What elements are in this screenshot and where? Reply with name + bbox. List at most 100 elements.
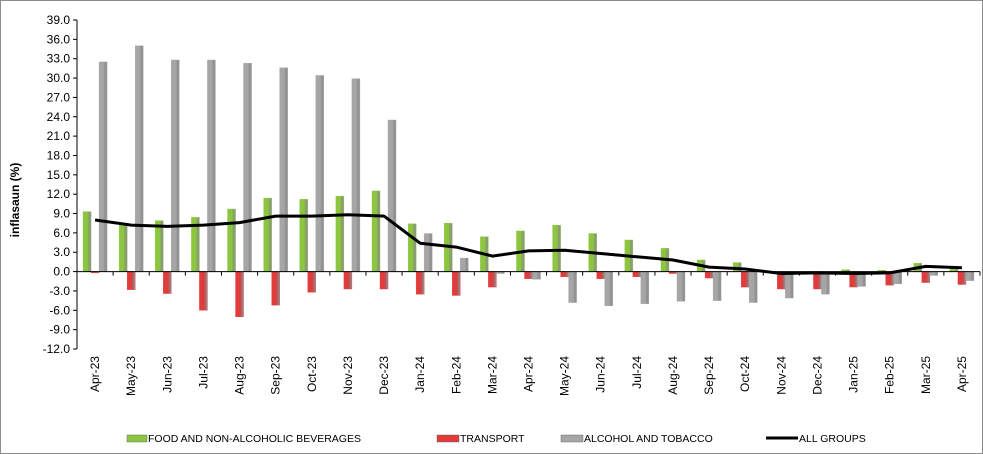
y-tick-label: 24.0 <box>47 110 71 124</box>
bar-transportapr-25 <box>957 271 967 285</box>
y-tick-label: 12.0 <box>47 187 71 201</box>
bar-transportaug-23 <box>235 271 244 317</box>
y-tick-label: -3.0 <box>49 284 70 298</box>
bar-transportmar-25 <box>921 271 931 283</box>
legend-label: FOOD AND NON-ALCOHOLIC BEVERAGES <box>148 433 361 445</box>
bar-alcohol-and-tobaccoaug-24 <box>676 271 686 302</box>
legend-label: ALL GROUPS <box>799 433 866 445</box>
x-tick-label: Feb-25 <box>883 356 897 394</box>
bar-alcohol-and-tobaccojul-24 <box>640 271 650 305</box>
bar-transportjan-24 <box>415 271 425 295</box>
legend-label: ALCOHOL AND TOBACCO <box>584 433 713 445</box>
bar-alcohol-and-tobaccomay-24 <box>568 271 577 303</box>
ticks-layer: -12.0 -9.0 -6.0 -3.0 0.0 3.0 6.0 9.0 12.0 15.0 18.… <box>43 13 969 396</box>
bar-food-and-non-alcoholic-beveragesmay-23 <box>118 224 128 272</box>
bar-transportjul-24 <box>632 271 642 277</box>
x-tick-label: Apr-23 <box>88 356 102 392</box>
bar-transportjun-24 <box>596 271 605 279</box>
line-layer <box>94 213 962 275</box>
x-tick-label: Sep-24 <box>702 356 716 395</box>
bar-transportoct-23 <box>307 271 316 293</box>
bar-transportsep-24 <box>704 271 714 279</box>
bar-transportsep-23 <box>271 271 280 306</box>
bar-alcohol-and-tobaccoaug-23 <box>243 63 252 272</box>
bar-alcohol-and-tobaccojun-23 <box>171 59 180 272</box>
bar-food-and-non-alcoholic-beveragesjun-23 <box>155 220 164 272</box>
x-tick-label: Jul-24 <box>630 356 644 389</box>
bar-alcohol-and-tobaccojan-24 <box>423 233 433 272</box>
y-tick-label: 30.0 <box>47 71 71 85</box>
y-tick-label: 39.0 <box>47 13 71 27</box>
x-tick-label: Mar-24 <box>485 356 499 394</box>
bar-transportmar-24 <box>488 271 497 288</box>
x-tick-label: Aug-24 <box>666 356 680 395</box>
bar-food-and-non-alcoholic-beveragesapr-23 <box>82 211 92 272</box>
bar-transportmay-23 <box>126 271 136 290</box>
y-tick-label: -6.0 <box>49 303 70 317</box>
bar-food-and-non-alcoholic-beveragesjan-24 <box>407 223 417 272</box>
x-tick-label: Jun-23 <box>160 356 174 393</box>
bar-food-and-non-alcoholic-beveragessep-23 <box>263 197 272 272</box>
x-tick-label: May-24 <box>558 356 572 396</box>
x-tick-label: Aug-23 <box>233 356 247 395</box>
legend-swatch <box>436 434 460 443</box>
bar-transportmay-24 <box>560 271 569 277</box>
bar-alcohol-and-tobaccofeb-24 <box>460 257 469 272</box>
bar-food-and-non-alcoholic-beveragesaug-23 <box>227 208 236 272</box>
y-axis-label: inflasaun (%) <box>8 163 22 238</box>
y-tick-label: 36.0 <box>47 32 71 46</box>
bar-alcohol-and-tobaccosep-23 <box>279 67 288 272</box>
x-tick-label: Nov-23 <box>341 356 355 395</box>
bar-food-and-non-alcoholic-beveragesoct-23 <box>299 199 308 272</box>
bar-alcohol-and-tobaccodec-23 <box>387 119 397 272</box>
x-tick-label: Jul-23 <box>196 356 210 389</box>
legend-swatch <box>560 434 584 443</box>
x-tick-label: Jun-24 <box>594 356 608 393</box>
bar-alcohol-and-tobaccooct-23 <box>315 75 324 272</box>
series-line-all-groups <box>94 213 962 275</box>
bar-transportdec-23 <box>379 271 389 290</box>
bars-layer <box>82 45 975 317</box>
bar-transportoct-24 <box>741 271 750 288</box>
bar-alcohol-and-tobaccosep-24 <box>712 271 722 301</box>
bar-transportjul-23 <box>199 271 208 311</box>
y-tick-label: 15.0 <box>47 168 71 182</box>
y-tick-label: -12.0 <box>43 342 71 356</box>
bar-alcohol-and-tobaccodec-24 <box>821 271 830 295</box>
x-tick-label: Nov-24 <box>774 356 788 395</box>
x-tick-label: Jan-24 <box>413 356 427 393</box>
x-tick-label: May-23 <box>124 356 138 396</box>
y-tick-label: 9.0 <box>53 207 70 221</box>
x-tick-label: Dec-23 <box>377 356 391 395</box>
bar-alcohol-and-tobacconov-24 <box>785 271 794 299</box>
bar-alcohol-and-tobaccoapr-24 <box>532 271 541 280</box>
bar-transportjun-23 <box>163 271 172 294</box>
legend: FOOD AND NON-ALCOHOLIC BEVERAGES TRANSPOR… <box>126 433 866 445</box>
y-tick-label: 21.0 <box>47 129 71 143</box>
x-tick-label: Sep-23 <box>269 356 283 395</box>
bar-food-and-non-alcoholic-beveragesnov-23 <box>335 195 345 272</box>
x-tick-label: Apr-24 <box>522 356 536 392</box>
bar-food-and-non-alcoholic-beveragesmay-24 <box>552 224 561 272</box>
x-tick-label: Mar-25 <box>919 356 933 394</box>
bar-food-and-non-alcoholic-beveragesdec-23 <box>371 190 381 272</box>
y-tick-label: -9.0 <box>49 323 70 337</box>
bar-alcohol-and-tobaccoapr-25 <box>965 271 975 281</box>
bar-transportfeb-24 <box>452 271 461 296</box>
bar-alcohol-and-tobaccojul-23 <box>207 59 216 272</box>
y-tick-label: 6.0 <box>53 226 70 240</box>
legend-label: TRANSPORT <box>460 433 525 445</box>
legend-swatch <box>126 434 148 443</box>
bar-transportnov-23 <box>343 271 353 290</box>
y-tick-label: 33.0 <box>47 52 71 66</box>
y-tick-label: 0.0 <box>53 265 70 279</box>
bar-alcohol-and-tobaccojun-24 <box>604 271 613 306</box>
x-tick-label: Feb-24 <box>449 356 463 394</box>
x-tick-label: Apr-25 <box>955 356 969 392</box>
bar-alcohol-and-tobaccomay-23 <box>134 45 144 272</box>
bar-alcohol-and-tobacconov-23 <box>351 78 361 272</box>
y-tick-label: 27.0 <box>47 90 71 104</box>
x-tick-label: Jan-25 <box>847 356 861 393</box>
x-tick-label: Dec-24 <box>810 356 824 395</box>
